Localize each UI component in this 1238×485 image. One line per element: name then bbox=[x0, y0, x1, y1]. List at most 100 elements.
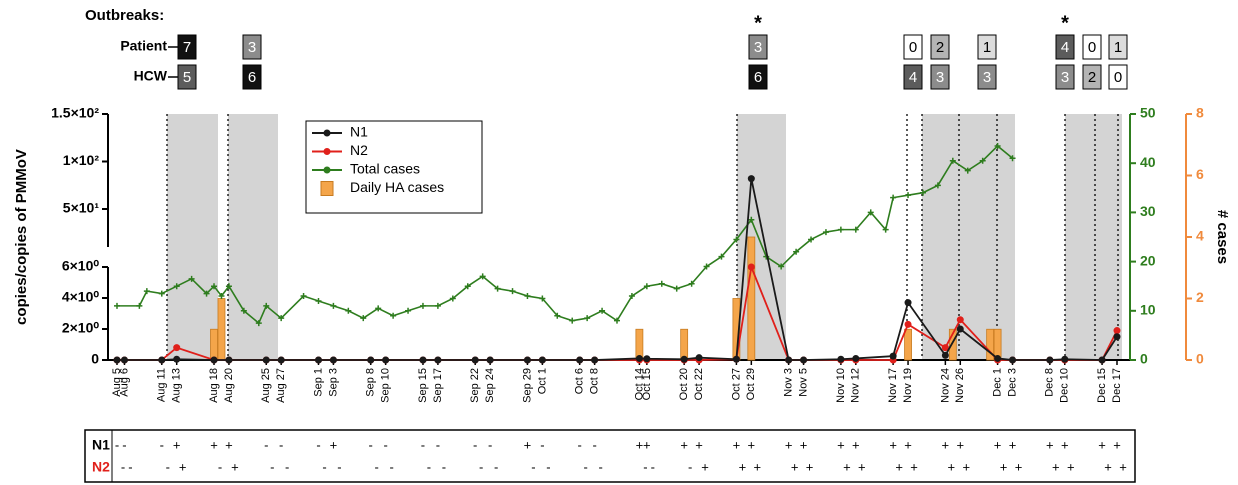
y-tick-label: 1×10² bbox=[63, 152, 100, 168]
x-tick-label: Sep 29 bbox=[521, 368, 533, 403]
x-tick-label: Sep 8 bbox=[365, 368, 377, 397]
x-tick-label: Sep 24 bbox=[484, 368, 496, 403]
table-cell: - bbox=[598, 459, 602, 474]
marker bbox=[345, 307, 352, 314]
table-cell: - bbox=[218, 459, 222, 474]
outbreak-count: 0 bbox=[909, 39, 917, 56]
marker bbox=[808, 236, 815, 243]
table-cell: - bbox=[584, 459, 588, 474]
x-tick-label: Sep 15 bbox=[417, 368, 429, 403]
table-cell: - bbox=[688, 459, 692, 474]
marker bbox=[591, 356, 599, 364]
table-cell: + bbox=[942, 437, 950, 452]
table-row-label: N2 bbox=[92, 459, 110, 475]
outbreak-box bbox=[1055, 34, 1075, 60]
outbreak-count: 2 bbox=[1088, 69, 1096, 86]
x-tick-label: Nov 3 bbox=[783, 368, 795, 397]
marker bbox=[203, 290, 210, 297]
y-tick-label: 5×10¹ bbox=[63, 200, 100, 216]
x-tick-label: Oct 20 bbox=[678, 368, 690, 400]
marker bbox=[218, 293, 225, 300]
asterisk: * bbox=[1061, 12, 1069, 34]
bar bbox=[904, 328, 912, 361]
shading bbox=[167, 114, 1122, 360]
table-cell: + bbox=[1061, 437, 1069, 452]
table-cell: + bbox=[636, 437, 644, 452]
marker bbox=[143, 288, 150, 295]
y-axis-title: copies/copies of PMMoV bbox=[13, 149, 30, 325]
marker bbox=[329, 356, 337, 364]
marker bbox=[390, 312, 397, 319]
table-cell: + bbox=[701, 459, 709, 474]
outbreak-period bbox=[922, 114, 1015, 360]
table-cell: + bbox=[1000, 459, 1008, 474]
outbreak-box bbox=[930, 34, 950, 60]
marker bbox=[188, 275, 195, 282]
outbreak-box bbox=[1108, 34, 1128, 60]
outbreak-box bbox=[748, 34, 768, 60]
bar bbox=[948, 328, 957, 361]
marker bbox=[793, 248, 800, 255]
marker bbox=[523, 356, 531, 364]
marker bbox=[486, 356, 494, 364]
right-tick-label: 8 bbox=[1196, 105, 1204, 121]
x-tick-label: Oct 14 bbox=[633, 368, 645, 400]
outbreak-count: 4 bbox=[1061, 39, 1069, 56]
table-cell: + bbox=[800, 437, 808, 452]
marker bbox=[890, 194, 897, 201]
marker bbox=[158, 290, 165, 297]
outbreak-box bbox=[1108, 64, 1128, 90]
table-cell: - bbox=[270, 459, 274, 474]
marker bbox=[464, 283, 471, 290]
x-tick-label: Aug 27 bbox=[275, 368, 287, 403]
table-cell: + bbox=[910, 459, 918, 474]
marker bbox=[614, 317, 620, 324]
x-tick-label: Aug 13 bbox=[171, 368, 183, 403]
table-cell: - bbox=[369, 437, 373, 452]
table-cell: + bbox=[1067, 459, 1075, 474]
table-cell: - bbox=[375, 459, 379, 474]
outbreak-box bbox=[930, 64, 950, 90]
table-cell: + bbox=[225, 437, 233, 452]
table-cell: + bbox=[754, 459, 762, 474]
marker bbox=[434, 356, 442, 364]
outbreak-box bbox=[177, 34, 197, 60]
table-cell: + bbox=[956, 437, 964, 452]
table-cell: - bbox=[427, 459, 431, 474]
outbreak-count: 0 bbox=[1114, 69, 1122, 86]
outbreaks-title: Outbreaks: bbox=[85, 7, 164, 24]
marker bbox=[173, 344, 181, 352]
x-tick-label: Dec 17 bbox=[1111, 368, 1123, 403]
outbreak-period bbox=[1065, 114, 1122, 360]
table-cell: + bbox=[837, 437, 845, 452]
table-cell: - bbox=[473, 437, 477, 452]
table-cell: + bbox=[785, 437, 793, 452]
marker bbox=[837, 226, 844, 233]
table-cell: + bbox=[1104, 459, 1112, 474]
outbreak-count: 6 bbox=[248, 69, 256, 86]
marker bbox=[449, 295, 456, 302]
outbreak-count: 4 bbox=[909, 69, 917, 86]
marker bbox=[405, 307, 412, 314]
marker bbox=[934, 182, 941, 189]
marker bbox=[262, 356, 270, 364]
legend-label: Daily HA cases bbox=[350, 179, 444, 195]
legend-marker bbox=[323, 166, 331, 174]
marker bbox=[225, 283, 232, 290]
marker bbox=[471, 356, 479, 364]
x-tick-label: Aug 25 bbox=[260, 368, 272, 403]
table-cell: - bbox=[160, 437, 164, 452]
x-tick-label: Oct 1 bbox=[536, 368, 548, 394]
y-tick-label: 2×10⁰ bbox=[62, 320, 100, 336]
table-cell: + bbox=[524, 437, 532, 452]
x-tick-label: Nov 26 bbox=[954, 368, 966, 403]
x-tick-label: Sep 1 bbox=[312, 368, 324, 397]
marker bbox=[494, 285, 501, 292]
x-tick-label: Oct 29 bbox=[745, 368, 757, 400]
x-tick-label: Oct 15 bbox=[641, 368, 653, 400]
marker bbox=[1113, 327, 1121, 335]
table-cell: + bbox=[330, 437, 338, 452]
marker bbox=[314, 356, 322, 364]
marker bbox=[599, 307, 606, 314]
marker bbox=[300, 293, 307, 300]
